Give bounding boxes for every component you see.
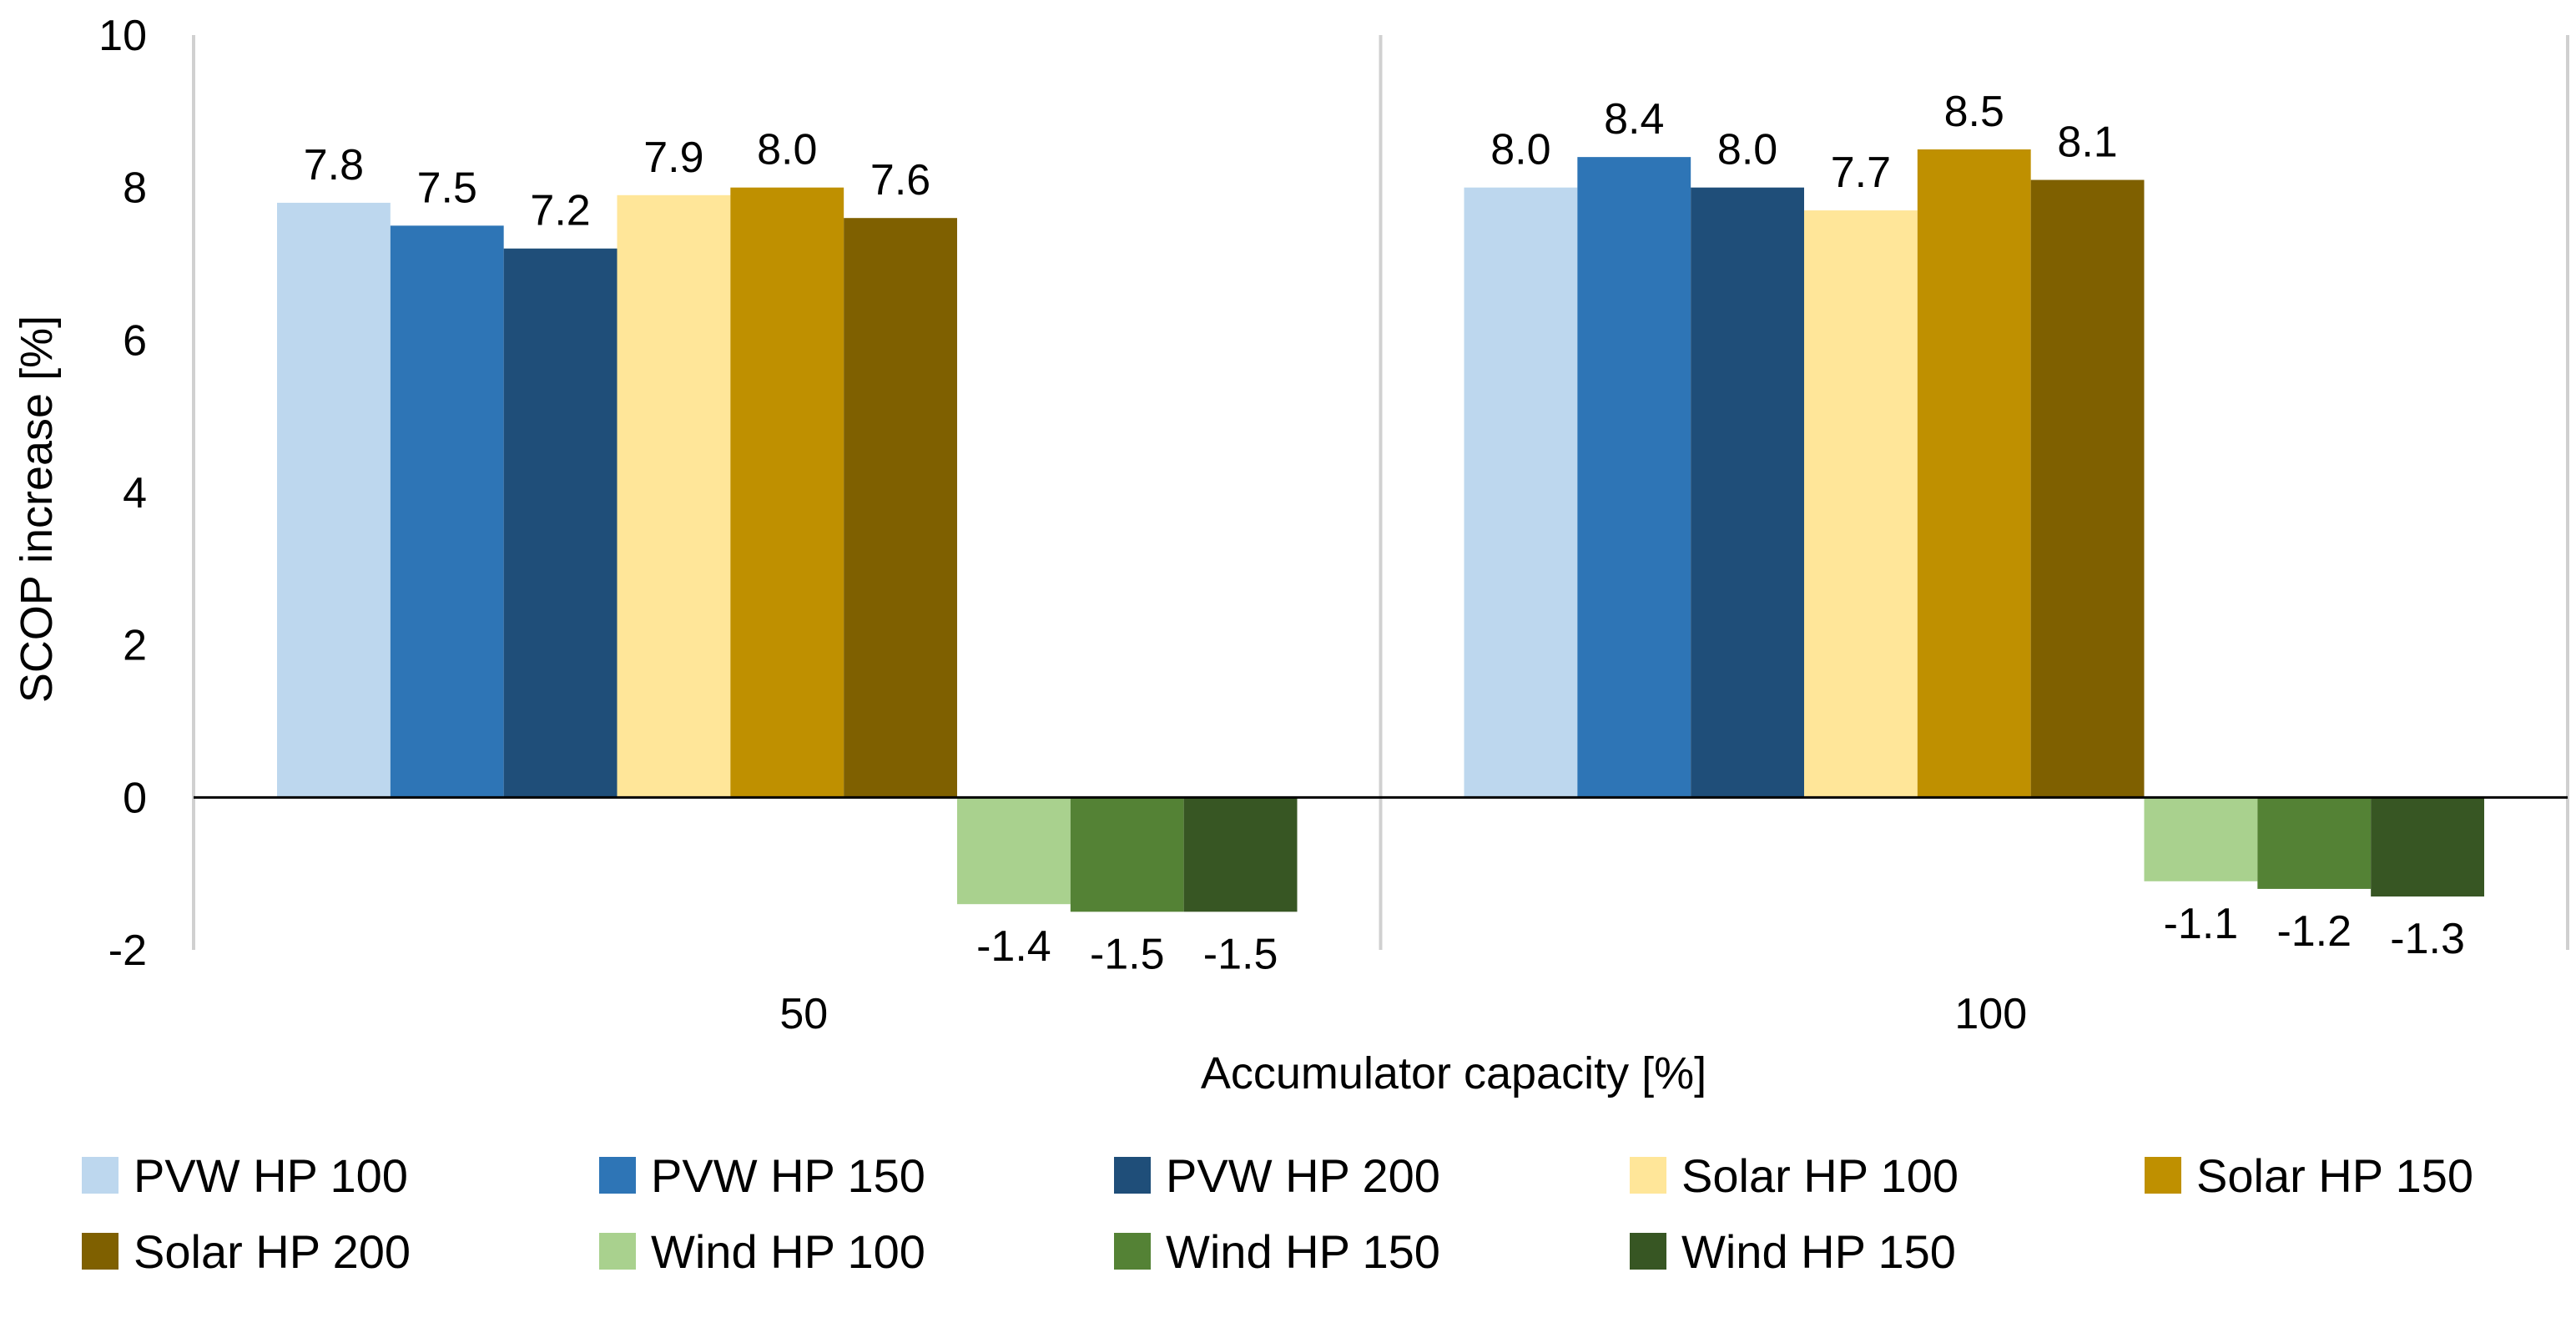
- data-label: 8.0: [757, 126, 817, 174]
- data-label: -1.5: [1203, 930, 1278, 978]
- bar: [1070, 797, 1184, 912]
- data-label: -1.4: [976, 922, 1051, 971]
- data-label: 8.1: [2057, 119, 2117, 167]
- legend-entry: PVW HP 200: [1166, 1149, 1440, 1202]
- data-label: 7.5: [417, 164, 477, 212]
- y-axis-title: SCOP increase [%]: [12, 316, 62, 703]
- data-label: -1.3: [2390, 915, 2465, 963]
- y-tick-label: 6: [123, 316, 147, 365]
- legend-entry: Wind HP 150: [1681, 1225, 1956, 1278]
- data-label: -1.2: [2276, 907, 2352, 956]
- bar: [390, 225, 504, 798]
- bar: [2030, 179, 2145, 798]
- data-label: 7.2: [530, 187, 590, 235]
- bar: [617, 194, 731, 798]
- bar: [730, 187, 844, 798]
- data-label: 8.5: [1944, 88, 2004, 136]
- bars: [277, 149, 2484, 912]
- legend-entry: Wind HP 150: [1166, 1225, 1440, 1278]
- bar: [1804, 210, 1918, 798]
- legend-entry: Solar HP 100: [1681, 1149, 1958, 1202]
- y-tick-label: -2: [108, 927, 147, 975]
- data-label: 8.0: [1717, 126, 1777, 174]
- legend-swatch: [82, 1233, 118, 1270]
- legend-swatch: [2145, 1157, 2181, 1194]
- x-axis-title: Accumulator capacity [%]: [1201, 1048, 1706, 1098]
- legend-entry: Solar HP 150: [2196, 1149, 2473, 1202]
- axes: 10 8 6 4 2 0 -2 50 100: [98, 12, 2569, 1038]
- legend: PVW HP 100 PVW HP 150 PVW HP 200 Solar HP 1…: [82, 1149, 2473, 1278]
- bar: [277, 202, 391, 798]
- data-label: -1.5: [1090, 930, 1165, 978]
- data-label: -1.1: [2164, 900, 2239, 948]
- legend-swatch: [1114, 1157, 1151, 1194]
- bar: [2371, 797, 2484, 897]
- data-label: 7.8: [304, 141, 364, 189]
- y-tick-label: 0: [123, 774, 147, 822]
- bar: [2144, 797, 2258, 881]
- y-tick-label: 4: [123, 469, 147, 518]
- y-tick-label: 2: [123, 622, 147, 670]
- bar: [1917, 149, 2031, 798]
- legend-swatch: [1630, 1157, 1666, 1194]
- bar: [1577, 157, 1691, 798]
- bar: [2257, 797, 2372, 889]
- data-labels: 7.8 7.5 7.2 7.9 8.0 7.6 -1.4 -1.5 -1.5 8.0 8.4 8.0 7…: [304, 88, 2465, 978]
- legend-entry: Solar HP 200: [134, 1225, 411, 1278]
- legend-swatch: [1630, 1233, 1666, 1270]
- legend-entry: Wind HP 100: [651, 1225, 925, 1278]
- bar: [1464, 187, 1578, 798]
- data-label: 7.6: [870, 156, 930, 205]
- bar: [1183, 797, 1298, 912]
- data-label: 8.0: [1490, 126, 1550, 174]
- legend-entry: PVW HP 100: [134, 1149, 408, 1202]
- legend-entry: PVW HP 150: [651, 1149, 925, 1202]
- legend-swatch: [1114, 1233, 1151, 1270]
- bar: [844, 218, 957, 798]
- data-label: 8.4: [1604, 95, 1664, 144]
- y-tick-label: 10: [98, 12, 147, 60]
- data-label: 7.7: [1831, 149, 1891, 197]
- bar: [503, 248, 618, 798]
- bar: [957, 797, 1071, 905]
- x-tick-label: 100: [1954, 990, 2027, 1038]
- bar: [1691, 187, 1804, 798]
- y-tick-label: 8: [123, 164, 147, 213]
- legend-swatch: [82, 1157, 118, 1194]
- legend-swatch: [599, 1157, 636, 1194]
- data-label: 7.9: [643, 134, 703, 182]
- x-tick-label: 50: [779, 990, 828, 1038]
- legend-swatch: [599, 1233, 636, 1270]
